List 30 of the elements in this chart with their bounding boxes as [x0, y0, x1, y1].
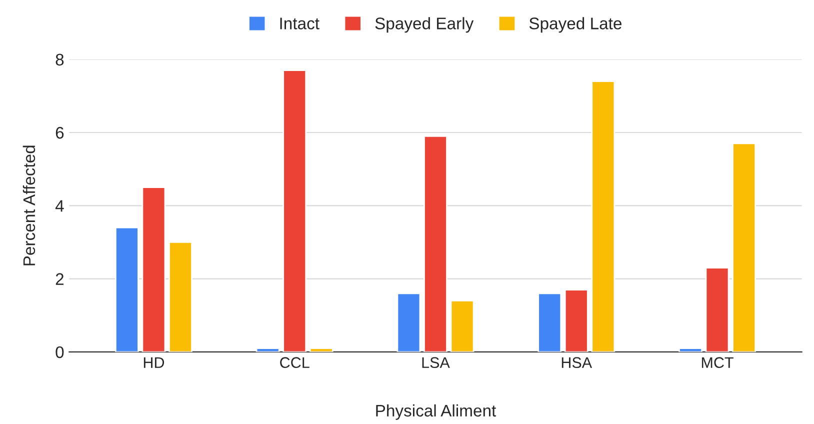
x-tick-label: HSA	[562, 357, 592, 368]
bar	[309, 348, 334, 352]
y-tick-label: 2	[56, 273, 64, 285]
bar	[591, 80, 616, 352]
y-tick-label: 4	[55, 200, 64, 212]
y-tick-label: 8	[56, 54, 64, 66]
x-tick-label: HD	[144, 357, 164, 368]
x-tick-label: LSA	[422, 357, 450, 368]
bar	[538, 292, 562, 352]
y-axis-title: Percent Affected	[22, 146, 36, 266]
y-tick-label: 6	[56, 126, 64, 139]
bar	[678, 348, 702, 352]
x-tick-label: MCT	[702, 357, 734, 368]
x-tick-label: CCL	[280, 357, 310, 368]
bar	[142, 186, 166, 352]
bar	[114, 226, 139, 352]
legend-label: Intact	[280, 18, 320, 30]
legend-label: Spayed Late	[529, 17, 622, 33]
bar	[732, 142, 756, 352]
bar	[282, 70, 307, 352]
y-tick-label: 0	[56, 346, 64, 358]
bar	[168, 242, 192, 352]
bar	[396, 292, 421, 352]
bar	[424, 135, 448, 352]
x-axis-title: Physical Aliment	[376, 404, 496, 420]
bar	[564, 289, 588, 352]
bar	[705, 267, 730, 352]
bar	[450, 300, 474, 352]
legend-label: Spayed Early	[375, 17, 474, 33]
bar	[256, 348, 280, 352]
